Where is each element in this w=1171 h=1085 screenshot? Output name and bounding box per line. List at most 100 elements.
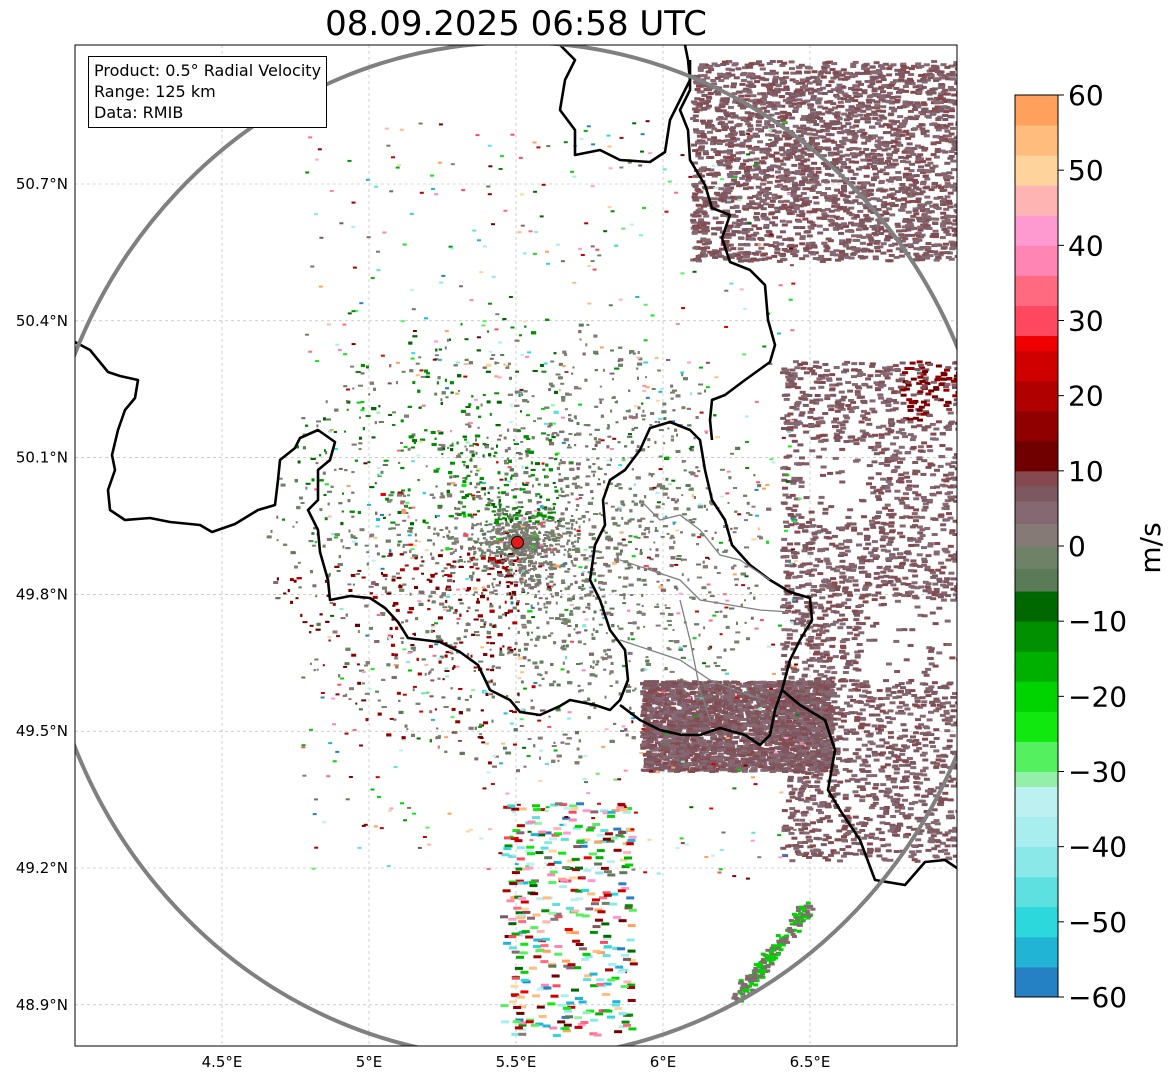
echo-pixel	[600, 386, 602, 388]
echo-pixel	[523, 484, 528, 486]
echo-pixel	[640, 549, 642, 552]
echo-pixel	[507, 429, 509, 432]
echo-pixel	[710, 595, 715, 597]
echo-pixel	[408, 544, 413, 546]
echo-pixel	[414, 586, 418, 589]
echo-pixel	[407, 530, 410, 532]
echo-pixel	[687, 408, 691, 410]
echo-pixel	[435, 349, 437, 352]
echo-pixel	[427, 539, 432, 541]
echo-pixel	[514, 584, 518, 587]
echo-pixel	[489, 554, 491, 556]
echo-pixel	[534, 645, 537, 647]
echo-pixel	[524, 435, 529, 438]
echo-pixel	[606, 536, 611, 538]
echo-pixel	[568, 418, 571, 421]
echo-pixel	[439, 661, 442, 664]
echo-pixel	[445, 547, 449, 550]
echo-pixel	[567, 588, 570, 590]
echo-pixel	[591, 633, 593, 636]
echo-pixel	[483, 653, 487, 656]
echo-pixel	[527, 401, 529, 403]
echo-pixel	[325, 517, 328, 520]
echo-pixel	[314, 659, 318, 661]
echo-pixel	[547, 536, 549, 539]
echo-pixel	[496, 513, 501, 516]
echo-pixel	[417, 658, 419, 661]
echo-pixel	[530, 568, 534, 570]
echo-pixel	[546, 476, 549, 478]
echo-pixel	[310, 625, 314, 627]
echo-pixel	[528, 549, 531, 551]
echo-pixel	[299, 586, 302, 588]
echo-pixel	[577, 748, 580, 751]
echo-pixel	[535, 494, 537, 497]
echo-pixel	[594, 579, 596, 582]
echo-pixel	[488, 560, 490, 563]
echo-pixel	[704, 505, 706, 508]
echo-pixel	[536, 627, 539, 629]
echo-pixel	[490, 610, 495, 613]
echo-pixel	[311, 532, 314, 535]
echo-pixel	[309, 631, 311, 633]
echo-pixel	[671, 556, 676, 559]
echo-pixel	[528, 659, 531, 661]
echo-pixel	[656, 506, 661, 509]
echo-pixel	[720, 469, 725, 471]
echo-pixel	[505, 548, 508, 551]
echo-pixel	[692, 518, 696, 520]
echo-pixel	[551, 385, 555, 388]
echo-pixel	[306, 483, 311, 485]
echo-pixel	[746, 637, 750, 640]
echo-pixel	[411, 647, 416, 650]
echo-pixel	[715, 611, 719, 613]
echo-pixel	[357, 570, 361, 572]
echo-pixel	[554, 742, 556, 744]
echo-pixel	[554, 411, 559, 414]
echo-pixel	[592, 448, 596, 450]
echo-pixel	[623, 597, 625, 600]
echo-pixel	[486, 504, 491, 506]
echo-pixel	[484, 493, 486, 496]
echo-pixel	[365, 545, 369, 547]
echo-pixel	[544, 484, 549, 487]
echo-pixel	[467, 622, 469, 625]
echo-pixel	[616, 421, 619, 423]
echo-pixel	[667, 533, 670, 535]
echo-pixel	[294, 580, 297, 583]
echo-pixel	[357, 682, 361, 685]
echo-pixel	[587, 603, 590, 606]
echo-pixel	[619, 692, 621, 695]
echo-pixel	[596, 458, 599, 460]
echo-pixel	[530, 575, 534, 577]
echo-pixel	[529, 451, 534, 454]
echo-pixel	[586, 459, 589, 461]
echo-pixel	[493, 683, 496, 686]
echo-pixel	[334, 566, 339, 568]
echo-pixel	[432, 497, 435, 499]
echo-pixel	[605, 601, 607, 604]
echo-pixel	[540, 556, 544, 558]
echo-pixel	[354, 537, 358, 539]
echo-pixel	[469, 727, 474, 730]
echo-pixel	[486, 541, 491, 543]
echo-pixel	[467, 561, 471, 563]
echo-pixel	[585, 511, 589, 513]
echo-pixel	[549, 683, 554, 686]
echo-pixel	[499, 504, 502, 506]
echo-pixel	[400, 467, 404, 469]
echo-pixel	[364, 605, 368, 608]
echo-pixel	[542, 539, 545, 542]
echo-pixel	[327, 538, 332, 541]
echo-pixel	[513, 429, 517, 432]
echo-pixel	[628, 541, 632, 543]
echo-pixel	[510, 477, 512, 480]
echo-pixel	[438, 678, 441, 680]
echo-pixel	[445, 655, 448, 658]
echo-pixel	[617, 483, 622, 485]
echo-pixel	[440, 398, 442, 401]
echo-pixel	[657, 604, 659, 606]
echo-pixel	[400, 442, 403, 444]
echo-pixel	[459, 642, 463, 644]
echo-pixel	[502, 508, 506, 511]
